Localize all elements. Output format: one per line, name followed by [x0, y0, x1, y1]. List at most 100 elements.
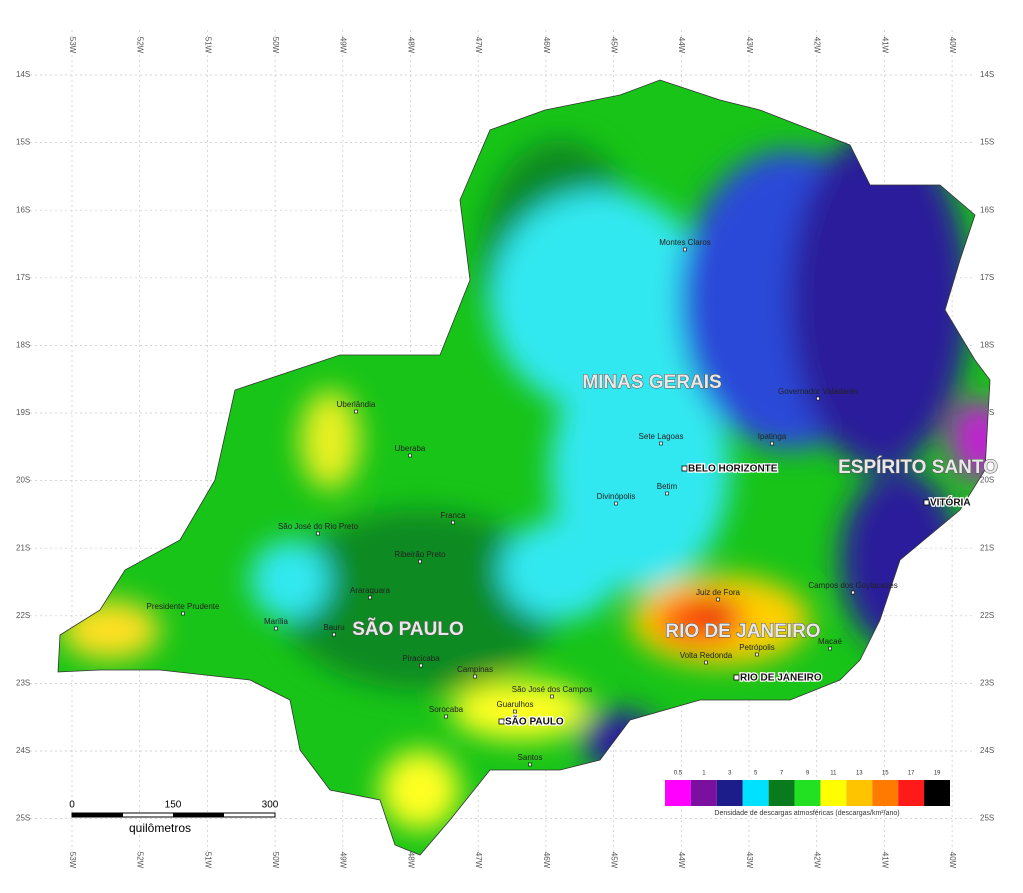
city-name: Santos — [518, 753, 543, 762]
longitude-label: 45W — [609, 37, 618, 54]
capital-marker — [733, 674, 740, 681]
longitude-label: 40W — [948, 37, 957, 54]
longitude-label: 42W — [813, 852, 822, 869]
legend-swatch — [924, 780, 950, 806]
city-name: Piracicaba — [402, 654, 440, 663]
legend-swatch — [716, 780, 743, 806]
city-marker — [451, 520, 455, 525]
legend-label: 19 — [934, 771, 941, 777]
city-name: Macaé — [818, 637, 843, 646]
latitude-label: 14S — [16, 70, 30, 79]
latitude-label: 20S — [16, 476, 30, 485]
legend-label: 1 — [702, 771, 706, 777]
longitude-label: 50W — [271, 852, 280, 869]
longitude-label: 46W — [542, 37, 551, 54]
city-name: Juiz de Fora — [696, 588, 741, 597]
city-marker — [828, 646, 832, 651]
city-name: Presidente Prudente — [147, 602, 220, 611]
legend-swatch — [872, 780, 899, 806]
scale-unit: quilômetros — [129, 821, 191, 835]
latitude-label: 19S — [16, 408, 30, 417]
legend-label: 3 — [728, 771, 732, 777]
longitude-label: 50W — [271, 37, 280, 54]
longitude-label: 41W — [880, 37, 889, 54]
city-marker — [368, 595, 372, 600]
city-marker — [528, 762, 532, 767]
legend-swatch — [820, 780, 847, 806]
latitude-label: 15S — [980, 138, 994, 147]
city-name: Ribeirão Preto — [394, 550, 446, 559]
longitude-label: 53W — [68, 852, 77, 869]
legend-swatch — [794, 780, 821, 806]
capital-marker — [923, 499, 930, 506]
city-marker — [659, 441, 663, 446]
latitude-label: 18S — [16, 341, 30, 350]
city-name: Campos dos Goytacazes — [808, 581, 897, 590]
latitude-label: 25S — [16, 814, 30, 823]
latitude-label: 24S — [16, 746, 30, 755]
labels: MINAS GERAIS ESPÍRITO SANTO RIO DE JANEIRO… — [147, 238, 998, 767]
city-marker — [614, 501, 618, 506]
state-name: RIO DE JANEIRO — [665, 621, 820, 642]
city-marker — [704, 660, 708, 665]
longitude-label: 52W — [136, 37, 145, 54]
city-marker — [755, 652, 759, 657]
latitude-label: 21S — [16, 543, 30, 552]
capital-name: SÃO PAULO — [505, 715, 564, 728]
latitude-label: 14S — [980, 70, 994, 79]
legend-label: 15 — [882, 771, 889, 777]
capital-name: BELO HORIZONTE — [688, 464, 778, 475]
city-marker — [550, 694, 554, 699]
city-marker — [770, 441, 774, 446]
capital-name: RIO DE JANEIRO — [740, 673, 822, 684]
longitude-label: 41W — [880, 852, 889, 869]
city-marker — [181, 611, 185, 616]
legend-swatch — [742, 780, 769, 806]
city-name: Volta Redonda — [680, 651, 733, 660]
longitude-label: 44W — [677, 852, 686, 869]
legend-swatch — [898, 780, 925, 806]
legend-swatch — [690, 780, 717, 806]
city-marker — [683, 247, 687, 252]
latitude-label: 17S — [980, 273, 994, 282]
latitude-label: 16S — [16, 205, 30, 214]
city-name: Sorocaba — [429, 705, 464, 714]
latitude-label: 23S — [16, 679, 30, 688]
city-name: Uberlândia — [337, 400, 376, 409]
latitude-label: 24S — [980, 746, 994, 755]
latitude-label: 25S — [980, 814, 994, 823]
legend-label: 0.5 — [674, 771, 683, 777]
state-name: SÃO PAULO — [352, 618, 464, 640]
city-marker — [665, 491, 669, 496]
longitude-label: 48W — [406, 37, 415, 54]
latitude-label: 17S — [16, 273, 30, 282]
city-name: Araraquara — [350, 586, 391, 595]
longitude-label: 43W — [745, 852, 754, 869]
longitude-label: 42W — [813, 37, 822, 54]
capital-marker — [681, 465, 688, 472]
scale-bar: 0 150 300 quilômetros — [69, 800, 279, 836]
state-name: MINAS GERAIS — [582, 372, 721, 393]
scale-tick: 300 — [262, 800, 279, 811]
legend-swatch — [846, 780, 873, 806]
city-name: Divinópolis — [597, 492, 636, 501]
legend-swatch — [665, 780, 691, 806]
city-marker — [408, 453, 412, 458]
city-name: Sete Lagoas — [639, 432, 684, 441]
city-name: Campinas — [457, 665, 493, 674]
city-marker — [274, 626, 278, 631]
latitude-label: 21S — [980, 543, 994, 552]
city-marker — [418, 559, 422, 564]
city-name: Petrópolis — [739, 643, 775, 652]
city-marker — [816, 396, 820, 401]
longitude-label: 44W — [677, 37, 686, 54]
scale-tick: 0 — [69, 800, 75, 811]
legend-label: 17 — [908, 771, 915, 777]
city-name: Betim — [657, 482, 678, 491]
city-name: Guarulhos — [497, 700, 534, 709]
latitude-label: 20S — [980, 476, 994, 485]
longitude-label: 49W — [339, 852, 348, 869]
city-name: Uberaba — [395, 444, 426, 453]
